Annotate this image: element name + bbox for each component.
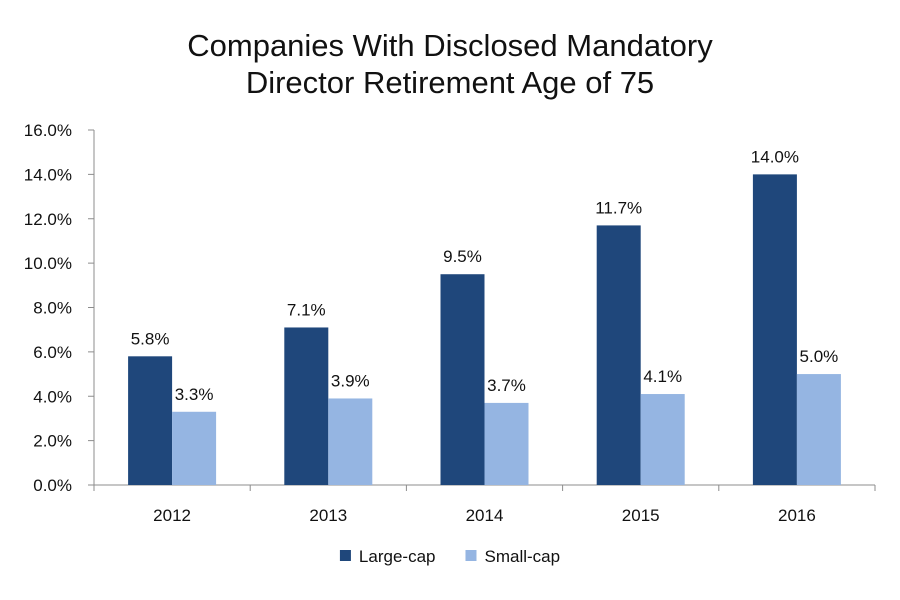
chart-title-line-2: Director Retirement Age of 75 (246, 65, 654, 100)
y-tick-label: 12.0% (24, 210, 72, 229)
data-label: 3.7% (487, 376, 526, 395)
legend-label: Large-cap (359, 547, 436, 566)
bar-large-cap (284, 327, 329, 485)
data-label: 11.7% (595, 198, 642, 217)
x-axis: 2012 2013 2014 2015 2016 (93, 484, 876, 525)
y-tick-label: 14.0% (24, 165, 72, 184)
legend-swatch (465, 550, 477, 561)
data-label: 9.5% (443, 247, 482, 266)
legend-swatch (339, 550, 351, 561)
data-label: 7.1% (287, 300, 326, 319)
legend-label: Small-cap (484, 547, 560, 566)
data-label: 3.9% (331, 371, 370, 390)
bar-small-cap (328, 398, 373, 485)
y-tick-label: 4.0% (33, 387, 72, 406)
x-tick-label: 2016 (778, 506, 816, 525)
y-axis: 0.0% 2.0% 4.0% 6.0% 8.0% 10.0% 12.0% 14.0% 16.0% (24, 121, 95, 495)
bar-small-cap (796, 374, 841, 485)
data-label: 4.1% (643, 367, 682, 386)
chart-title-line-1: Companies With Disclosed Mandatory (187, 28, 713, 63)
data-label: 14.0% (751, 147, 799, 166)
legend: Large-cap Small-cap (339, 547, 560, 566)
x-tick-label: 2013 (309, 506, 347, 525)
y-tick-label: 6.0% (33, 343, 72, 362)
bar-small-cap (640, 394, 685, 485)
bar-small-cap (484, 402, 529, 485)
data-label: 3.3% (175, 385, 214, 404)
x-tick-label: 2012 (153, 506, 191, 525)
bar-large-cap (440, 274, 485, 485)
y-tick-label: 16.0% (24, 121, 72, 140)
data-label: 5.8% (131, 329, 170, 348)
bar-large-cap (128, 356, 173, 485)
bar-small-cap (172, 411, 217, 485)
bars (128, 174, 841, 485)
y-tick-label: 0.0% (33, 476, 72, 495)
bar-large-cap (752, 174, 797, 485)
data-label: 5.0% (800, 347, 839, 366)
y-tick-label: 2.0% (33, 432, 72, 451)
y-tick-label: 10.0% (24, 254, 72, 273)
x-tick-label: 2015 (622, 506, 660, 525)
bar-large-cap (596, 225, 641, 485)
data-labels: 5.8% 3.3% 7.1% 3.9% 9.5% 3.7% 11.7% 4.1% 14.0% 5.… (131, 147, 839, 403)
x-tick-label: 2014 (466, 506, 504, 525)
y-tick-label: 8.0% (33, 299, 72, 318)
